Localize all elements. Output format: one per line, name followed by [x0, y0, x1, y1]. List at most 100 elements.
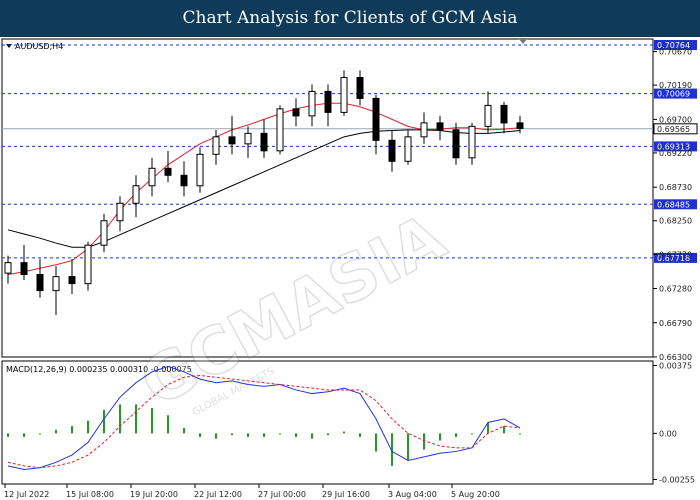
- level-label: 0.69313: [657, 142, 690, 151]
- candle-body: [276, 108, 284, 152]
- candle-body: [20, 262, 28, 276]
- macd-tick-label: 0.00: [659, 429, 677, 438]
- chart-canvas: AUDUSD,H4 MACD(12,26,9) 0.000235 0.00031…: [1, 38, 698, 499]
- price-tick-label: 0.66790: [659, 319, 692, 328]
- price-tick-label: 0.69700: [659, 115, 692, 124]
- candle-body: [244, 132, 252, 145]
- level-badge: [654, 199, 697, 210]
- candle-body: [84, 244, 92, 285]
- macd-histogram-bar: [279, 433, 281, 435]
- current-price-label: 0.69565: [657, 125, 690, 134]
- level-label: 0.70764: [657, 41, 690, 50]
- candle-body: [68, 276, 76, 285]
- macd-signal-line: [7, 374, 521, 469]
- candle-body: [260, 132, 268, 152]
- level-badge: [654, 88, 697, 99]
- candle-body: [36, 274, 44, 292]
- candle-body: [420, 122, 428, 138]
- macd-histogram-bar: [103, 409, 105, 434]
- level-label: 0.67718: [657, 254, 690, 263]
- candle-body: [132, 185, 140, 204]
- x-tick-label: 22 Jul 12:00: [194, 490, 242, 499]
- level-label: 0.70069: [657, 90, 690, 99]
- scroll-marker-icon[interactable]: [519, 39, 527, 44]
- macd-histogram-bar: [215, 433, 217, 439]
- candle-body: [228, 136, 236, 145]
- candle-body: [100, 220, 108, 246]
- candle-body: [196, 153, 204, 187]
- chart-title: Chart Analysis for Clients of GCM Asia: [0, 0, 700, 37]
- macd-histogram-bar: [503, 426, 505, 434]
- candle-body: [212, 136, 220, 155]
- macd-histogram-bar: [231, 433, 233, 436]
- macd-panel-frame: [1, 360, 654, 485]
- macd-histogram-bar: [471, 433, 473, 435]
- candle-body: [468, 125, 476, 159]
- candle-body: [452, 129, 460, 159]
- x-tick-label: 15 Jul 08:00: [66, 490, 114, 499]
- candle-body: [356, 76, 364, 99]
- macd-tick-label: 0.00375: [659, 362, 692, 371]
- candle-body: [116, 202, 124, 222]
- price-tick-label: 0.67280: [659, 285, 692, 294]
- macd-histogram-bar: [183, 427, 185, 434]
- candle-body: [484, 104, 492, 127]
- macd-histogram-bar: [55, 429, 57, 434]
- x-tick-label: 12 Jul 2022: [4, 490, 49, 499]
- macd-histogram-bar: [311, 433, 313, 439]
- macd-histogram-bar: [519, 433, 521, 435]
- macd-histogram-bar: [23, 433, 25, 437]
- candle-body: [388, 139, 396, 162]
- macd-histogram-bar: [407, 433, 409, 461]
- x-tick-label: 5 Aug 20:00: [451, 490, 500, 499]
- price-tick-label: 0.68730: [659, 183, 692, 192]
- x-tick-label: 27 Jul 00:00: [258, 490, 306, 499]
- x-tick-label: 19 Jul 20:00: [130, 490, 178, 499]
- price-tick-label: 0.70190: [659, 81, 692, 90]
- candle-body: [4, 262, 12, 274]
- moving-average-line: [7, 129, 521, 248]
- level-label: 0.68485: [657, 200, 690, 209]
- macd-histogram-bar: [439, 433, 441, 441]
- candle-body: [324, 90, 332, 113]
- macd-histogram-bar: [199, 433, 201, 437]
- price-tick-label: 0.70670: [659, 48, 692, 57]
- level-badge: [654, 252, 697, 263]
- macd-histogram-bar: [135, 404, 137, 434]
- macd-histogram-bar: [263, 433, 265, 437]
- macd-histogram-bar: [71, 426, 73, 434]
- macd-histogram-bar: [87, 420, 89, 434]
- price-tick-label: 0.66300: [659, 353, 692, 362]
- macd-histogram-bar: [391, 433, 393, 466]
- macd-histogram-bar: [39, 433, 41, 435]
- macd-histogram-bar: [359, 433, 361, 437]
- macd-label: MACD(12,26,9) 0.000235 0.000310 -0.00007…: [6, 365, 192, 374]
- candle-body: [292, 108, 300, 117]
- macd-histogram-bar: [423, 433, 425, 450]
- macd-histogram-bar: [455, 433, 457, 437]
- x-tick-label: 3 Aug 04:00: [388, 490, 437, 499]
- candle-body: [436, 122, 444, 131]
- macd-histogram-bar: [375, 433, 377, 452]
- macd-line: [7, 365, 521, 471]
- macd-histogram-bar: [167, 415, 169, 434]
- candle-body: [164, 167, 172, 176]
- macd-histogram-bar: [119, 404, 121, 434]
- current-price-badge: [653, 123, 698, 135]
- macd-histogram-bar: [7, 433, 9, 437]
- macd-tick-label: -0.00255: [659, 475, 695, 484]
- level-badge: [654, 141, 697, 152]
- candle-body: [500, 104, 508, 124]
- level-badge: [654, 40, 697, 51]
- candle-body: [404, 136, 412, 162]
- macd-histogram-bar: [487, 422, 489, 434]
- candle-body: [180, 174, 188, 187]
- macd-histogram-bar: [343, 431, 345, 434]
- price-tick-label: 0.68250: [659, 217, 692, 226]
- candle-body: [148, 167, 156, 187]
- candle-body: [516, 122, 524, 129]
- candle-body: [372, 97, 380, 141]
- macd-histogram-bar: [327, 433, 329, 436]
- candle-body: [340, 76, 348, 113]
- symbol-label: AUDUSD,H4: [15, 42, 63, 51]
